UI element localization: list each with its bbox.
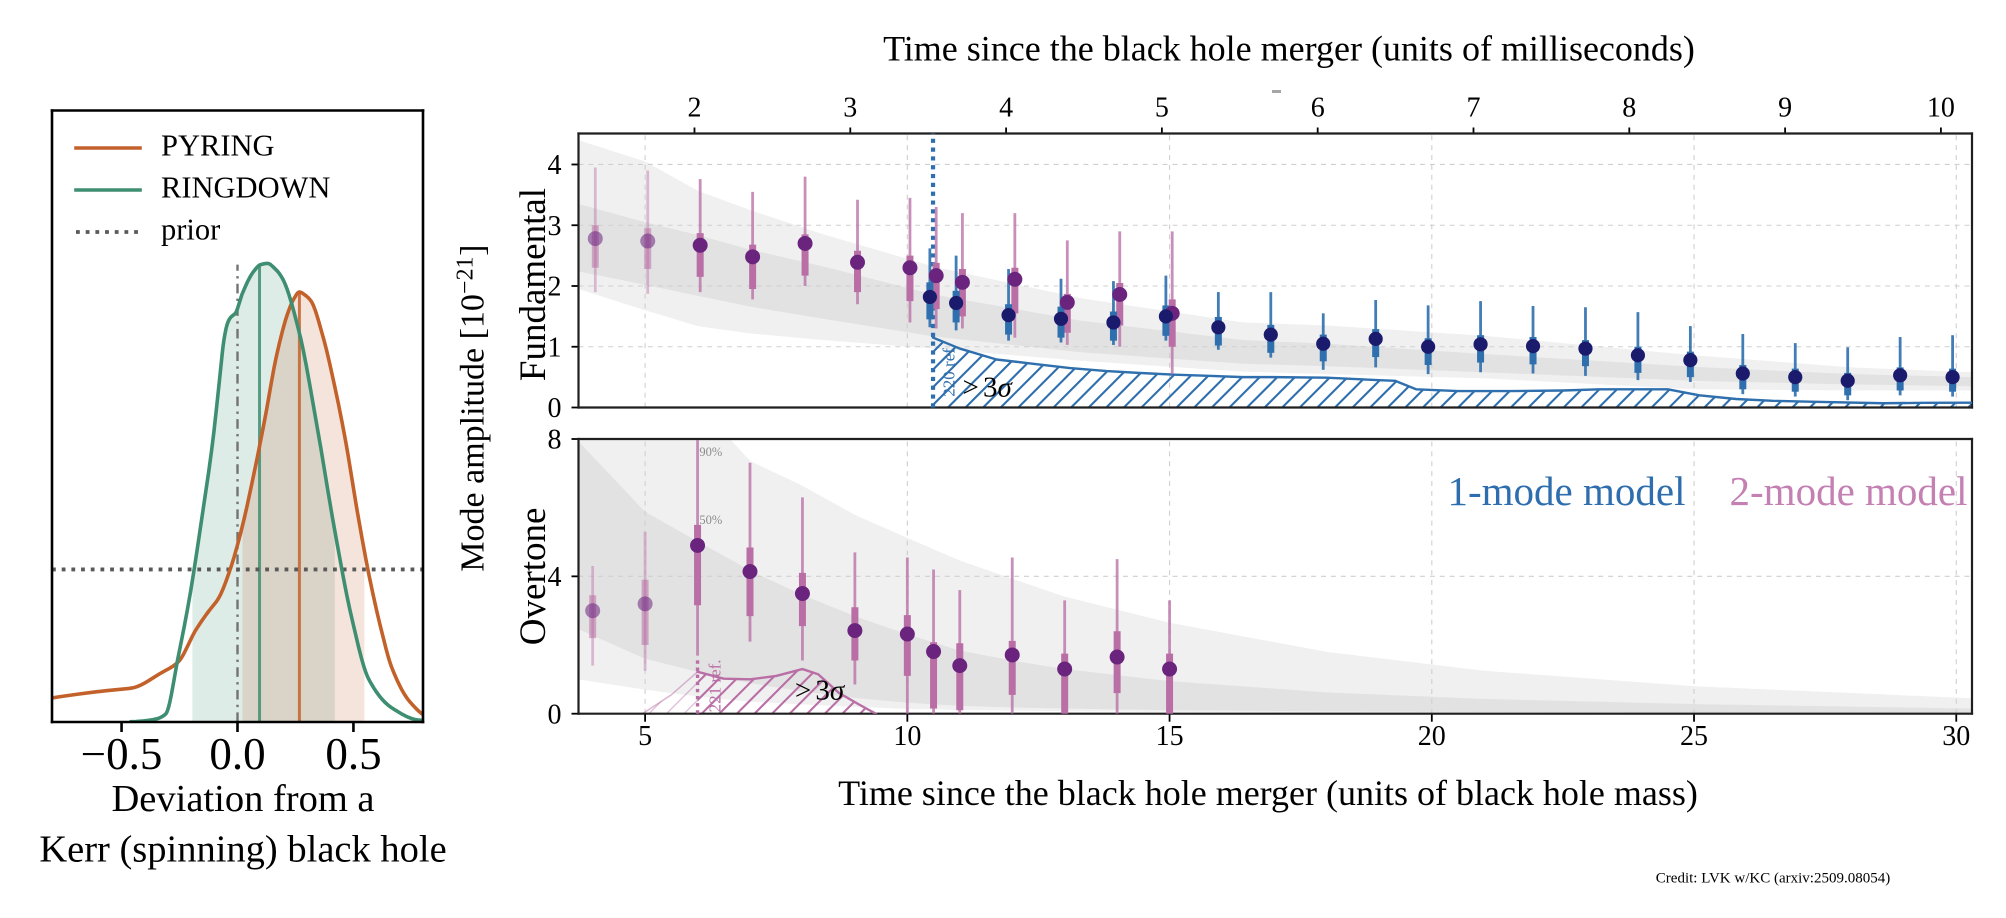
svg-text:50%: 50% <box>699 513 722 527</box>
svg-text:7: 7 <box>1466 93 1480 124</box>
svg-text:PYRING: PYRING <box>161 128 275 162</box>
svg-text:2-mode model: 2-mode model <box>1730 468 1968 514</box>
svg-text:Credit: LVK w/KC (arxiv:2509.0: Credit: LVK w/KC (arxiv:2509.08054) <box>1656 871 1890 887</box>
svg-text:Kerr (spinning) black hole: Kerr (spinning) black hole <box>39 828 446 870</box>
svg-text:1: 1 <box>548 332 562 363</box>
svg-text:20: 20 <box>1418 721 1446 752</box>
svg-text:−0.5: −0.5 <box>81 729 163 779</box>
svg-text:9: 9 <box>1778 93 1792 124</box>
svg-text:Overtone: Overtone <box>513 508 554 646</box>
svg-text:15: 15 <box>1156 721 1184 752</box>
svg-text:5: 5 <box>1155 93 1169 124</box>
svg-text:prior: prior <box>161 212 220 246</box>
svg-text:8: 8 <box>1622 93 1636 124</box>
svg-text:0.0: 0.0 <box>209 729 265 779</box>
svg-text:0.5: 0.5 <box>325 729 381 779</box>
svg-text:90%: 90% <box>699 445 722 459</box>
svg-text:Deviation from a: Deviation from a <box>112 778 375 820</box>
svg-text:> 3 σ: > 3 σ <box>963 371 1014 403</box>
svg-text:25: 25 <box>1680 721 1708 752</box>
svg-text:6: 6 <box>1311 93 1325 124</box>
svg-text:Fundamental: Fundamental <box>513 188 554 381</box>
svg-text:10: 10 <box>893 721 921 752</box>
svg-text:220 ref.: 220 ref. <box>940 344 959 397</box>
svg-text:1-mode model: 1-mode model <box>1447 468 1685 514</box>
svg-text:5: 5 <box>638 721 652 752</box>
svg-text:Time since the black hole merg: Time since the black hole merger (units … <box>883 29 1695 69</box>
svg-text:8: 8 <box>548 425 562 456</box>
svg-text:0: 0 <box>548 699 562 730</box>
svg-text:4: 4 <box>548 562 562 593</box>
svg-text:2: 2 <box>548 272 562 303</box>
svg-text:3: 3 <box>548 211 562 242</box>
svg-text:RINGDOWN: RINGDOWN <box>161 170 330 204</box>
svg-text:221 ref.: 221 ref. <box>705 659 724 712</box>
svg-text:4: 4 <box>999 93 1013 124</box>
svg-text:Time since the black hole merg: Time since the black hole merger (units … <box>838 773 1698 813</box>
svg-text:10: 10 <box>1927 93 1955 124</box>
svg-text:M o d e: M o d e a m p l i t u d e [ 1 0 ] − 2 1 <box>452 240 491 571</box>
svg-text:> 3 σ: > 3 σ <box>795 675 846 707</box>
svg-text:4: 4 <box>548 150 562 181</box>
svg-text:0: 0 <box>548 393 562 424</box>
svg-text:3: 3 <box>843 93 857 124</box>
svg-text:2: 2 <box>687 93 701 124</box>
svg-text:30: 30 <box>1942 721 1970 752</box>
